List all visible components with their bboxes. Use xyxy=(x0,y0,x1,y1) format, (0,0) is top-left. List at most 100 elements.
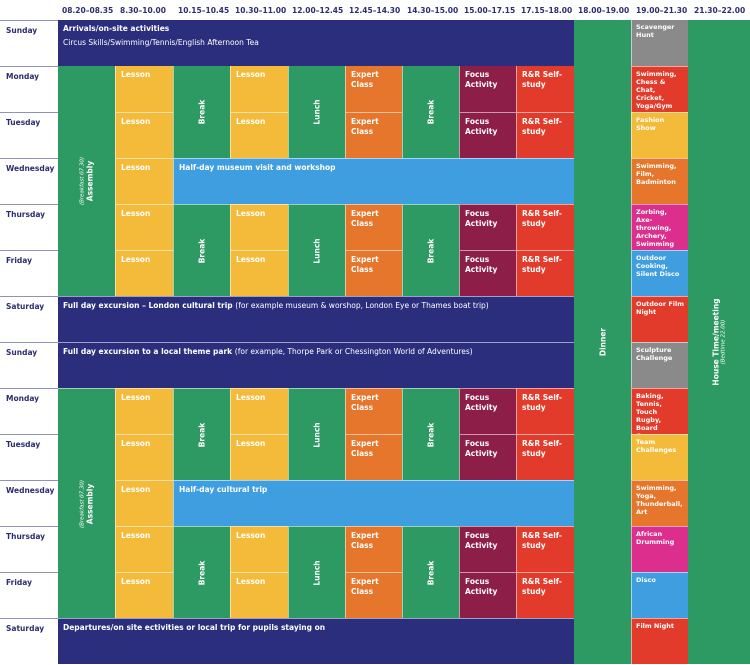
rr-self-study-cell: R&R Self-study xyxy=(516,526,574,572)
day-label: Saturday xyxy=(0,618,58,664)
saturday-excursion-note: (for example museum & worshop, London Ey… xyxy=(235,301,489,310)
lesson-cell: Lesson xyxy=(115,250,173,296)
dinner-block: Dinner xyxy=(574,20,631,664)
evening-activity-cell: Scavenger Hunt xyxy=(631,20,688,66)
expert-class-label: Expert Class xyxy=(351,577,379,596)
expert-class-label: Expert Class xyxy=(351,531,379,550)
lesson-label: Lesson xyxy=(121,577,151,586)
header-time: 10.30–11.00 xyxy=(235,6,287,15)
rr-self-study-label: R&R Self-study xyxy=(522,70,563,89)
breakfast-note: (Breakfast 07.30) xyxy=(79,156,85,206)
expert-class-cell: Expert Class xyxy=(345,66,402,112)
rr-self-study-cell: R&R Self-study xyxy=(516,66,574,112)
lesson-cell: Lesson xyxy=(115,526,173,572)
evening-activity-cell: Sculpture Challenge xyxy=(631,342,688,388)
lesson-label: Lesson xyxy=(236,117,266,126)
evening-activity-cell: Outdoor Cooking, Silent Disco xyxy=(631,250,688,296)
sunday-excursion-title: Full day excursion to a local theme park xyxy=(63,347,233,356)
break-label: Break xyxy=(426,99,436,125)
day-label: Friday xyxy=(0,572,58,618)
day-label: Tuesday xyxy=(0,434,58,480)
focus-activity-cell: Focus Activity xyxy=(459,66,516,112)
evening-activity-label: Team Challenges xyxy=(636,438,677,454)
bedtime-note: (Bedtime 22.00) xyxy=(720,319,727,365)
lesson-label: Lesson xyxy=(236,70,266,79)
focus-activity-label: Focus Activity xyxy=(465,577,498,596)
saturday-departures-block: Departures/on site ectivities or local t… xyxy=(58,618,574,664)
lesson-cell: Lesson xyxy=(115,572,173,618)
expert-class-label: Expert Class xyxy=(351,209,379,228)
lesson-cell: Lesson xyxy=(230,526,288,572)
breakfast-note: (Breakfast 07.30) xyxy=(79,479,85,528)
saturday-excursion-block: Full day excursion – London cultural tri… xyxy=(58,296,574,342)
lesson-cell: Lesson xyxy=(115,112,173,158)
rr-self-study-label: R&R Self-study xyxy=(522,255,563,274)
day-label: Monday xyxy=(0,66,58,112)
day-label: Sunday xyxy=(0,20,58,66)
focus-activity-label: Focus Activity xyxy=(465,531,498,550)
evening-activity-label: Fashion Show xyxy=(636,116,665,132)
day-label: Saturday xyxy=(0,296,58,342)
lesson-cell: Lesson xyxy=(115,388,173,434)
rr-self-study-label: R&R Self-study xyxy=(522,117,563,136)
header-time: 14.30–15.00 xyxy=(407,6,459,15)
lesson-label: Lesson xyxy=(121,531,151,540)
lesson-label: Lesson xyxy=(121,439,151,448)
evening-activity-label: Scavenger Hunt xyxy=(636,23,675,39)
day-label: Tuesday xyxy=(0,112,58,158)
evening-activity-label: Film Night xyxy=(636,622,674,630)
half-day-trip-block: Half-day museum visit and workshop xyxy=(173,158,574,204)
saturday-excursion-title: Full day excursion – London cultural tri… xyxy=(63,301,233,310)
evening-activity-label: Outdoor Film Night xyxy=(636,300,684,316)
evening-activity-label: Swimming, Chess & Chat, Cricket, Yoga/Gy… xyxy=(636,70,677,110)
lunch-block: Lunch xyxy=(288,388,345,480)
header-time: 12.45–14.30 xyxy=(349,6,401,15)
lunch-block: Lunch xyxy=(288,526,345,618)
lesson-label: Lesson xyxy=(236,531,266,540)
day-label: Thursday xyxy=(0,204,58,250)
house-time-block: House Time/meeting (Bedtime 22.00) xyxy=(688,20,750,664)
header-time: 21.30–22.00 xyxy=(694,6,746,15)
lunch-label: Lunch xyxy=(312,559,322,586)
day-label: Wednesday xyxy=(0,158,58,204)
header-time: 15.00–17.15 xyxy=(464,6,516,15)
evening-activity-label: African Drumming xyxy=(636,530,675,546)
house-time-label: House Time/meeting xyxy=(711,298,721,386)
focus-activity-label: Focus Activity xyxy=(465,209,498,228)
dinner-label: Dinner xyxy=(598,327,607,357)
evening-activity-cell: Disco xyxy=(631,572,688,618)
expert-class-cell: Expert Class xyxy=(345,526,402,572)
evening-activity-cell: African Drumming xyxy=(631,526,688,572)
day-label: Sunday xyxy=(0,342,58,388)
lesson-cell: Lesson xyxy=(115,204,173,250)
lunch-block: Lunch xyxy=(288,204,345,296)
lesson-cell: Lesson xyxy=(115,434,173,480)
break-label: Break xyxy=(197,560,207,585)
day-label: Monday xyxy=(0,388,58,434)
evening-activity-cell: Film Night xyxy=(631,618,688,664)
expert-class-label: Expert Class xyxy=(351,439,379,458)
expert-class-cell: Expert Class xyxy=(345,434,402,480)
assembly-label: Assembly xyxy=(85,160,94,202)
focus-activity-label: Focus Activity xyxy=(465,393,498,412)
lesson-label: Lesson xyxy=(121,117,151,126)
evening-activity-cell: Swimming, Film, Badminton xyxy=(631,158,688,204)
sunday-excursion-note: (for example, Thorpe Park or Chessington… xyxy=(234,347,473,356)
expert-class-cell: Expert Class xyxy=(345,204,402,250)
evening-activity-label: Outdoor Cooking, Silent Disco xyxy=(636,254,680,278)
lesson-cell: Lesson xyxy=(230,388,288,434)
evening-activity-cell: Zorbing, Axe-throwing, Archery, Swimming xyxy=(631,204,688,250)
focus-activity-cell: Focus Activity xyxy=(459,204,516,250)
rr-self-study-cell: R&R Self-study xyxy=(516,572,574,618)
lesson-label: Lesson xyxy=(236,577,266,586)
half-day-trip-label: Half-day museum visit and workshop xyxy=(179,163,336,172)
lesson-cell: Lesson xyxy=(230,572,288,618)
evening-activity-label: Disco xyxy=(636,576,656,584)
lesson-cell: Lesson xyxy=(230,66,288,112)
lesson-cell: Lesson xyxy=(115,66,173,112)
day-label: Thursday xyxy=(0,526,58,572)
assembly-label: Assembly xyxy=(85,483,94,524)
evening-activity-label: Zorbing, Axe-throwing, Archery, Swimming xyxy=(636,208,674,248)
rr-self-study-cell: R&R Self-study xyxy=(516,112,574,158)
expert-class-label: Expert Class xyxy=(351,393,379,412)
